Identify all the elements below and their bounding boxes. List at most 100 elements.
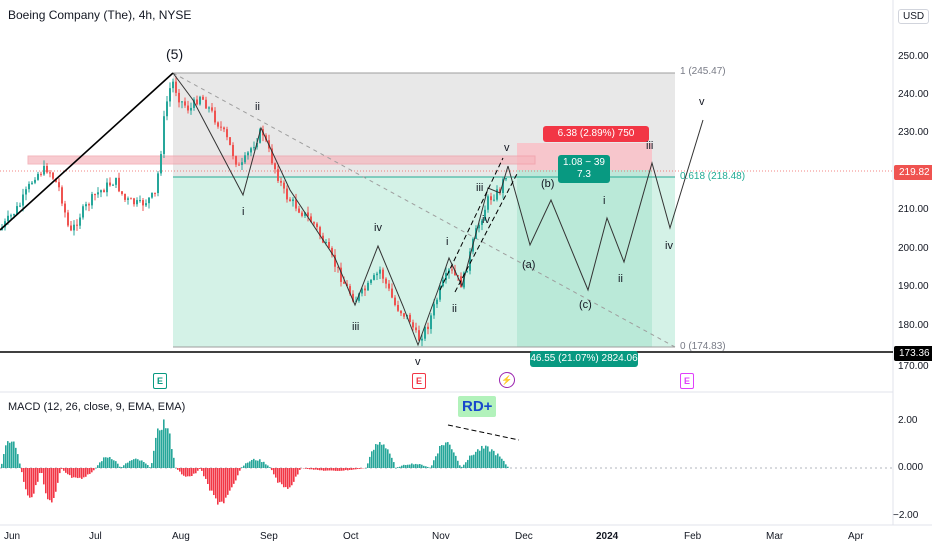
macd-bar [11,441,13,468]
candle-body [202,96,204,100]
candle-body [40,173,42,175]
macd-bar [143,461,145,468]
flash-icon[interactable]: ⚡ [499,372,515,388]
macd-bar [347,468,349,471]
candle-body [79,217,81,226]
macd-bar [125,463,127,468]
macd-bar [89,468,91,474]
candle-body [349,286,351,294]
macd-bar [197,468,199,471]
time-tick: Jul [89,531,102,542]
macd-bar [51,468,53,503]
wave-label: iv [374,222,382,234]
candle-body [169,88,171,102]
macd-bar [495,455,497,468]
macd-bar [395,468,397,469]
candle-body [193,99,195,108]
macd-bar [473,454,475,468]
wave-label: (c) [579,299,592,311]
macd-bar [491,449,493,468]
macd-bar [331,468,333,471]
macd-bar [77,468,79,479]
macd-bar [83,468,85,478]
candle-body [235,156,237,165]
candle-body [457,275,459,277]
candle-body [280,180,282,183]
candle-body [352,293,354,302]
macd-bar [425,466,427,468]
currency-selector[interactable]: USD [898,9,930,24]
wave-path-proj1 [507,119,704,292]
macd-bar [119,466,121,468]
candle-body [454,269,456,276]
target-pill: 46.55 (21.07%) 2824.06 [530,351,638,367]
candle-body [97,192,99,195]
macd-bar [319,468,321,471]
candle-body [490,196,492,201]
macd-bar [371,451,373,468]
macd-bar [245,463,247,468]
candle-body [124,193,126,200]
candle-body [22,194,24,206]
macd-bar [153,450,155,468]
macd-bar [99,462,101,468]
price-tick: 250.00 [898,51,929,62]
candle-body [430,315,432,330]
macd-bar [243,465,245,468]
macd-bar [179,468,181,472]
candle-body [436,299,438,305]
macd-bar [321,468,323,471]
time-tick: Nov [432,531,450,542]
earnings-icon[interactable]: E [412,373,426,389]
earnings-icon[interactable]: E [153,373,167,389]
macd-bar [433,460,435,468]
macd-bar [109,457,111,468]
candle-body [211,107,213,111]
candle-body [70,225,72,231]
macd-bar [29,468,31,498]
macd-bar [65,468,67,473]
macd-bar [103,457,105,468]
macd-bar [405,465,407,468]
macd-bar [439,445,441,468]
candle-body [358,293,360,301]
macd-bar [39,468,41,474]
candle-body [52,172,54,179]
macd-bar [127,462,129,468]
macd-bar [199,468,201,469]
rd-annotation: RD+ [458,396,497,417]
wave-label: v [699,96,705,108]
candle-body [379,269,381,274]
macd-bar [25,468,27,490]
candle-body [82,206,84,218]
macd-bar [337,468,339,471]
price-tick: 170.00 [898,361,929,372]
earnings-icon[interactable]: E [680,373,694,389]
candle-body [346,283,348,287]
candle-body [136,200,138,205]
macd-bar [123,465,125,468]
candle-body [4,221,6,228]
wave-label: iv [665,240,673,252]
candle-body [502,179,504,193]
price-tick: 240.00 [898,89,929,100]
candle-body [31,182,33,184]
macd-bar [163,419,165,468]
wave-label: i [603,195,606,207]
macd-bar [367,463,369,468]
candle-body [37,173,39,180]
macd-bar [307,468,309,469]
macd-bar [463,464,465,468]
macd-bar [225,468,227,498]
price-tick: 180.00 [898,320,929,331]
macd-bar [81,468,83,479]
macd-bar [233,468,235,484]
macd-bar [247,462,249,468]
macd-bar [121,467,123,468]
macd-bar [419,464,421,468]
candle-body [133,198,135,205]
macd-bar [333,468,335,471]
macd-bar [397,467,399,468]
macd-bar [239,468,241,471]
